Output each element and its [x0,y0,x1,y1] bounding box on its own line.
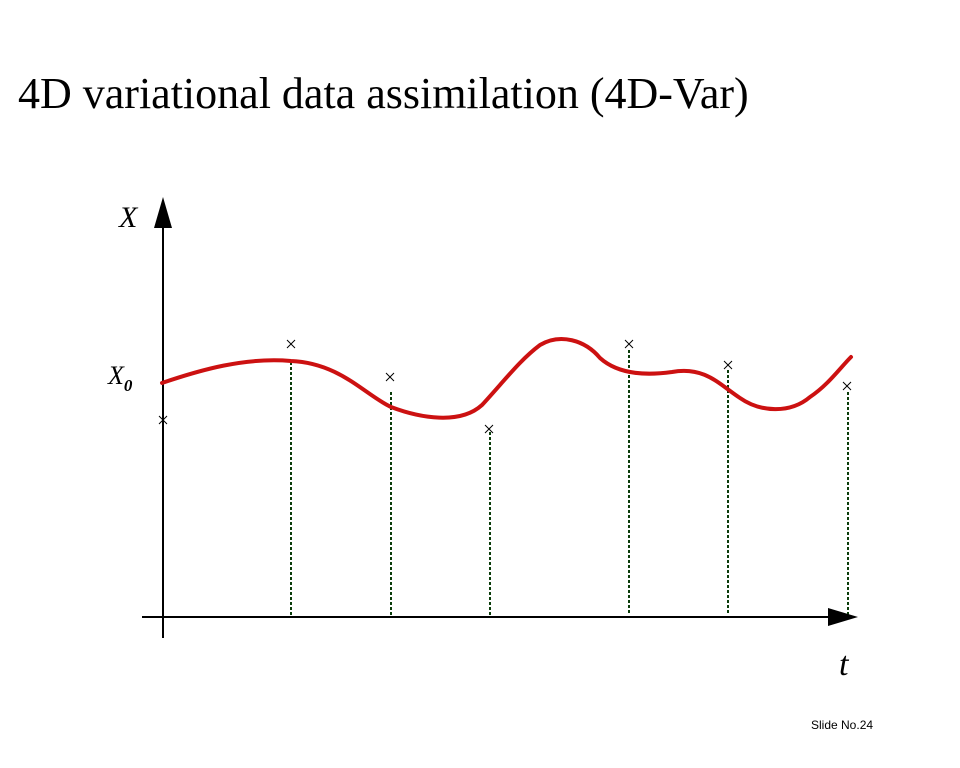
y-axis-label: X [118,201,139,234]
y-axis-arrowhead [154,197,172,228]
initial-state-label: X0 [107,361,133,395]
observation-marker [158,415,168,425]
initial-state-label-main: X [107,361,125,390]
x-axis-label: t [839,646,850,683]
initial-state-label-subscript: 0 [124,376,133,395]
observation-marker [484,424,494,434]
observation-marker [624,339,634,349]
model-trajectory [160,337,853,420]
x-axis-arrowhead [828,608,858,626]
observation-marker [286,339,296,349]
observation-markers [158,339,852,434]
slide-title: 4D variational data assimilation (4D-Var… [18,69,749,118]
slide-number: Slide No.24 [811,718,874,732]
observation-marker [385,372,395,382]
observation-marker [842,381,852,391]
observation-marker [723,360,733,370]
observation-stems [290,350,849,615]
